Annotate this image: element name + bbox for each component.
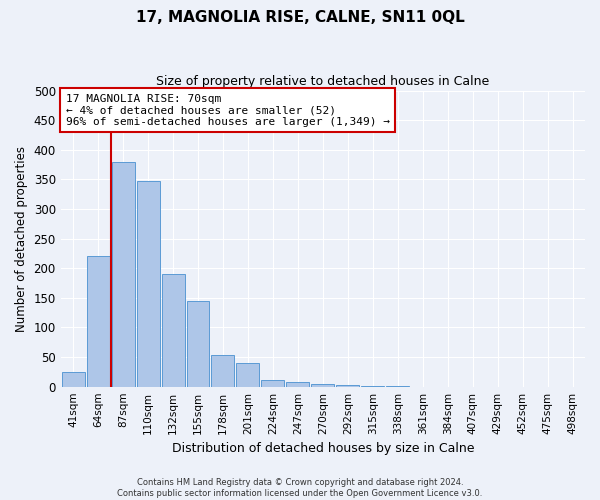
Bar bbox=[262, 380, 284, 386]
Bar bbox=[236, 363, 259, 386]
Bar bbox=[161, 274, 185, 386]
Bar bbox=[337, 385, 359, 386]
Bar bbox=[62, 372, 85, 386]
Text: Contains HM Land Registry data © Crown copyright and database right 2024.
Contai: Contains HM Land Registry data © Crown c… bbox=[118, 478, 482, 498]
Title: Size of property relative to detached houses in Calne: Size of property relative to detached ho… bbox=[156, 75, 490, 88]
Bar bbox=[311, 384, 334, 386]
Bar bbox=[86, 256, 110, 386]
Bar bbox=[137, 180, 160, 386]
Bar bbox=[286, 382, 310, 386]
Y-axis label: Number of detached properties: Number of detached properties bbox=[15, 146, 28, 332]
X-axis label: Distribution of detached houses by size in Calne: Distribution of detached houses by size … bbox=[172, 442, 474, 455]
Text: 17, MAGNOLIA RISE, CALNE, SN11 0QL: 17, MAGNOLIA RISE, CALNE, SN11 0QL bbox=[136, 10, 464, 25]
Bar bbox=[187, 301, 209, 386]
Text: 17 MAGNOLIA RISE: 70sqm
← 4% of detached houses are smaller (52)
96% of semi-det: 17 MAGNOLIA RISE: 70sqm ← 4% of detached… bbox=[66, 94, 390, 126]
Bar bbox=[112, 162, 134, 386]
Bar bbox=[211, 356, 235, 386]
